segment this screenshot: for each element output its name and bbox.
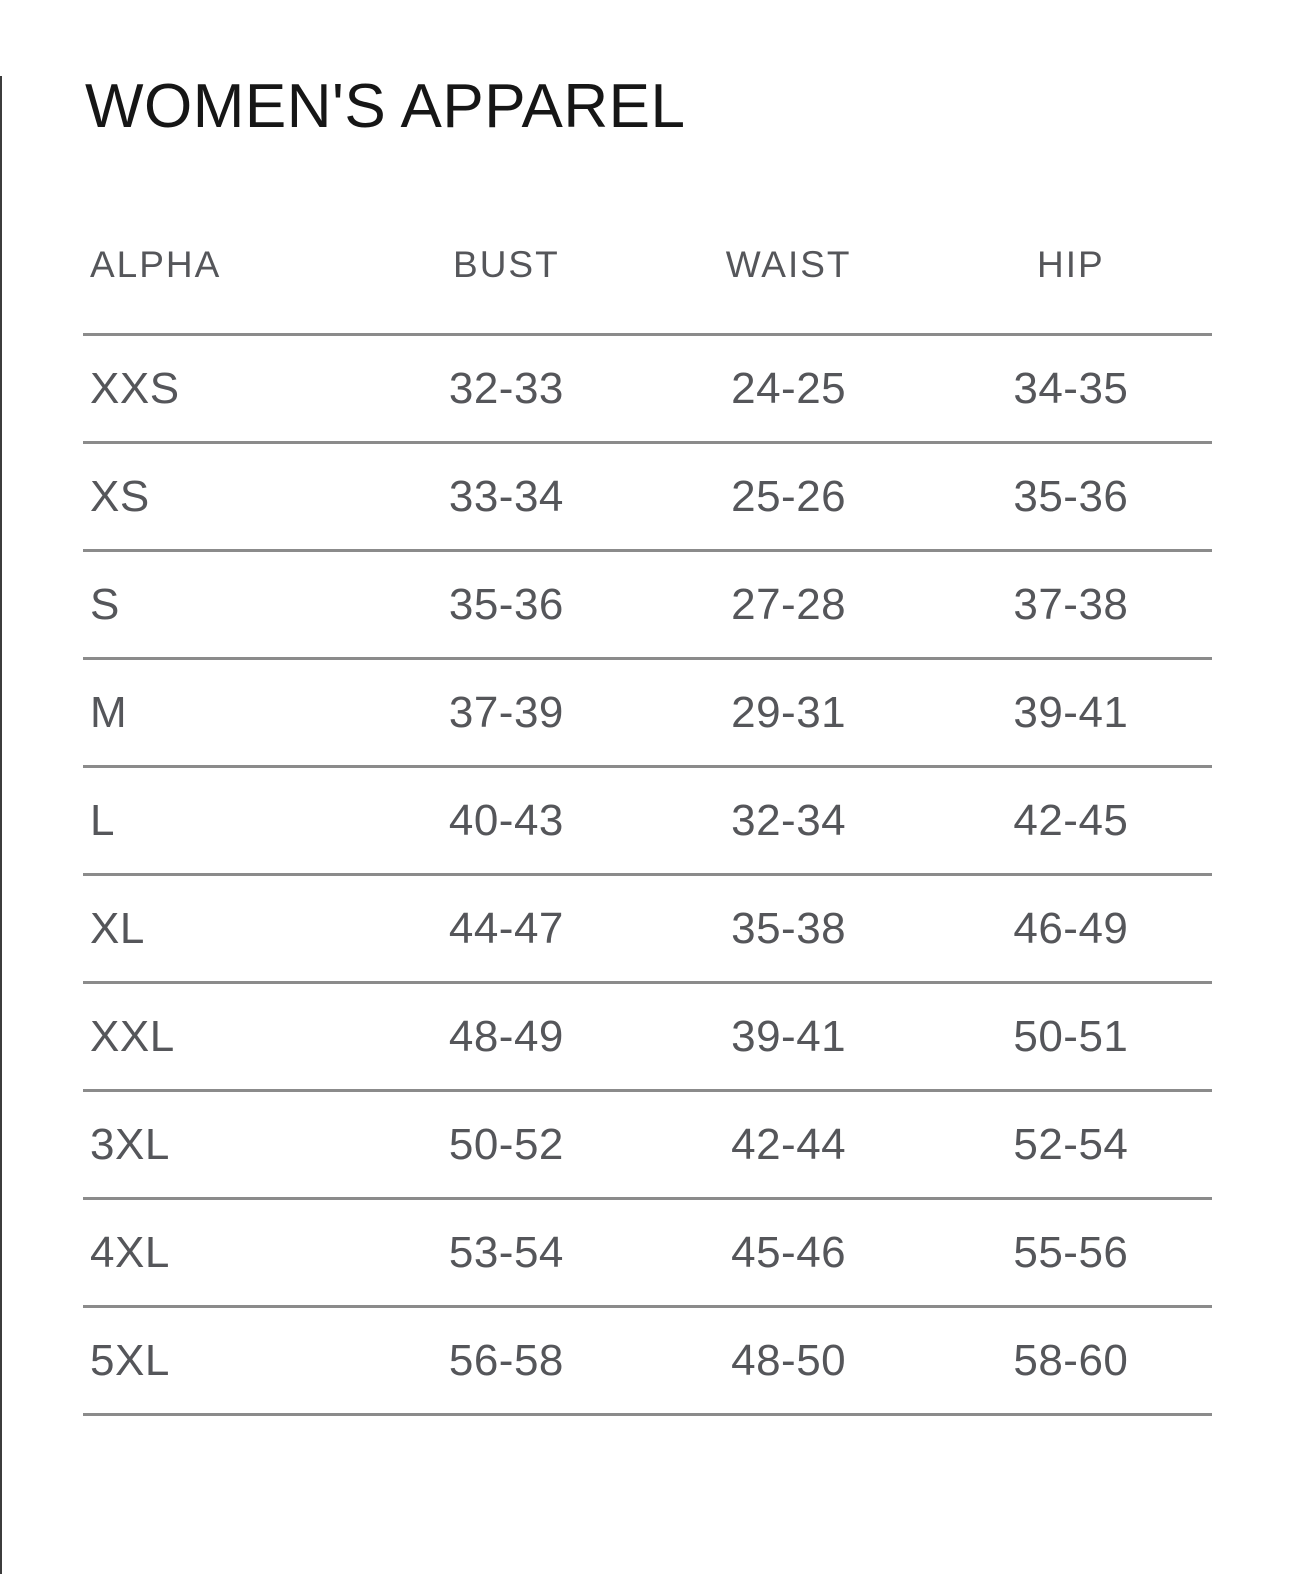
table-row: L 40-43 32-34 42-45: [83, 765, 1212, 873]
table-header-row: ALPHA BUST WAIST HIP: [83, 246, 1212, 333]
waist-cell: 39-41: [731, 1011, 847, 1061]
hip-cell: 55-56: [1013, 1227, 1129, 1277]
waist-cell: 48-50: [731, 1335, 847, 1385]
alpha-cell: 5XL: [90, 1335, 170, 1385]
size-chart-table: XXS 32-33 24-25 34-35 XS 33-34 25-26 35-36 S 35-3…: [83, 333, 1212, 1416]
bust-cell: 50-52: [448, 1119, 564, 1169]
table-row: XXS 32-33 24-25 34-35: [83, 333, 1212, 441]
alpha-cell: S: [90, 579, 120, 629]
alpha-cell: XXS: [90, 363, 180, 413]
hip-cell: 42-45: [1013, 795, 1129, 845]
bust-cell: 33-34: [448, 471, 564, 521]
bust-cell: 35-36: [448, 579, 564, 629]
hip-cell: 46-49: [1013, 903, 1129, 953]
waist-cell: 29-31: [731, 687, 847, 737]
hip-cell: 39-41: [1013, 687, 1129, 737]
waist-cell: 42-44: [731, 1119, 847, 1169]
hip-cell: 35-36: [1013, 471, 1129, 521]
column-header-alpha: ALPHA: [90, 244, 222, 285]
alpha-cell: 3XL: [90, 1119, 170, 1169]
hip-cell: 58-60: [1013, 1335, 1129, 1385]
alpha-cell: L: [90, 795, 115, 845]
bust-cell: 56-58: [448, 1335, 564, 1385]
waist-cell: 25-26: [731, 471, 847, 521]
alpha-cell: 4XL: [90, 1227, 170, 1277]
table-row: XL 44-47 35-38 46-49: [83, 873, 1212, 981]
bust-cell: 37-39: [448, 687, 564, 737]
table-row: S 35-36 27-28 37-38: [83, 549, 1212, 657]
table-row: M 37-39 29-31 39-41: [83, 657, 1212, 765]
window-left-border: [0, 76, 2, 1574]
table-row: 4XL 53-54 45-46 55-56: [83, 1197, 1212, 1305]
waist-cell: 32-34: [731, 795, 847, 845]
bust-cell: 32-33: [448, 363, 564, 413]
hip-cell: 52-54: [1013, 1119, 1129, 1169]
table-row: 3XL 50-52 42-44 52-54: [83, 1089, 1212, 1197]
bust-cell: 48-49: [448, 1011, 564, 1061]
hip-cell: 50-51: [1013, 1011, 1129, 1061]
table-row: 5XL 56-58 48-50 58-60: [83, 1305, 1212, 1413]
bust-cell: 40-43: [448, 795, 564, 845]
bust-cell: 53-54: [448, 1227, 564, 1277]
table-row: XXL 48-49 39-41 50-51: [83, 981, 1212, 1089]
hip-cell: 34-35: [1013, 363, 1129, 413]
waist-cell: 45-46: [731, 1227, 847, 1277]
size-guide-page: WOMEN'S APPAREL ALPHA BUST WAIST HIP XXS…: [0, 76, 1290, 1416]
waist-cell: 27-28: [731, 579, 847, 629]
column-header-bust: BUST: [453, 244, 560, 285]
table-row: XS 33-34 25-26 35-36: [83, 441, 1212, 549]
column-header-hip: HIP: [1037, 244, 1105, 285]
alpha-cell: M: [90, 687, 128, 737]
waist-cell: 24-25: [731, 363, 847, 413]
alpha-cell: XS: [90, 471, 150, 521]
bust-cell: 44-47: [448, 903, 564, 953]
waist-cell: 35-38: [731, 903, 847, 953]
hip-cell: 37-38: [1013, 579, 1129, 629]
alpha-cell: XL: [90, 903, 145, 953]
column-header-waist: WAIST: [725, 244, 852, 285]
alpha-cell: XXL: [90, 1011, 175, 1061]
page-title: WOMEN'S APPAREL: [85, 72, 686, 141]
table-body: XXS 32-33 24-25 34-35 XS 33-34 25-26 35-36 S 35-3…: [83, 333, 1212, 1413]
